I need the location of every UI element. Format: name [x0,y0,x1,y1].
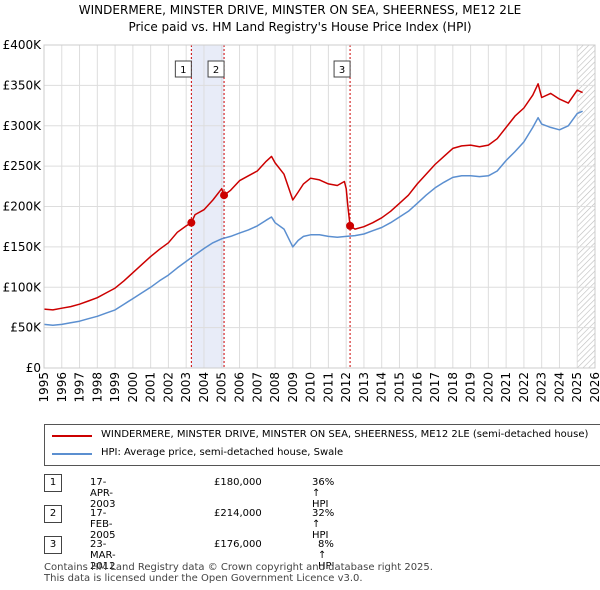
sale-price: £176,000 [214,539,262,550]
sale-price: £214,000 [214,508,262,519]
x-tick-label: 2011 [321,372,335,403]
footer-copyright: Contains HM Land Registry data © Crown c… [44,562,433,573]
x-tick-label: 2016 [410,372,424,403]
x-tick-label: 2000 [126,372,140,403]
x-tick-label: 2017 [428,372,442,403]
sale-hpi-change: 8% ↑ HPI [318,539,335,572]
sale-label-box [174,60,192,78]
legend-label-property: WINDERMERE, MINSTER DRIVE, MINSTER ON SE… [101,429,589,440]
sale-label-number: 2 [213,65,219,76]
y-tick-label: £100K [3,280,43,294]
y-tick-label: £200K [3,200,43,214]
y-tick-label: £300K [3,119,43,133]
x-tick-label: 2020 [481,372,495,403]
y-tick-label: £250K [3,159,43,173]
legend-label-hpi: HPI: Average price, semi-detached house,… [101,447,344,458]
footer-licence: This data is licensed under the Open Gov… [44,573,363,584]
x-tick-label: 2024 [552,372,566,403]
sale-hpi-change: 32% ↑ HPI [312,508,335,541]
sale-date: 17-APR-2003 [90,477,116,510]
sale-label-number: 1 [180,65,186,76]
x-tick-label: 2013 [357,372,371,403]
x-tick-label: 1999 [108,372,122,403]
sale-label-box [333,60,351,78]
legend: WINDERMERE, MINSTER DRIVE, MINSTER ON SE… [44,424,600,466]
x-tick-label: 2007 [250,372,264,403]
sale-price: £180,000 [214,477,262,488]
sale-point [187,218,196,227]
legend-swatch-hpi [52,453,92,455]
x-tick-label: 2002 [161,372,175,403]
x-tick-label: 2019 [464,372,478,403]
y-tick-label: £350K [3,78,43,92]
sale-number-badge: 1 [44,474,62,492]
x-tick-label: 1997 [73,372,87,403]
plot-border [43,44,596,369]
sale-label-box [207,60,225,78]
sale-label-number: 3 [339,65,345,76]
x-tick-label: 2023 [535,372,549,403]
legend-swatch-property [52,435,92,437]
x-tick-label: 2015 [392,372,406,403]
x-tick-label: 2025 [570,372,584,403]
y-tick-label: £150K [3,240,43,254]
y-tick-label: £0 [26,361,41,375]
x-tick-label: 2021 [499,372,513,403]
x-tick-label: 2022 [517,372,531,403]
sale-number-badge: 3 [44,536,62,554]
x-tick-label: 2004 [197,372,211,403]
x-tick-label: 2012 [339,372,353,403]
x-tick-label: 2008 [268,372,282,403]
chart-title: WINDERMERE, MINSTER DRIVE, MINSTER ON SE… [78,3,522,17]
chart-subtitle: Price paid vs. HM Land Registry's House … [128,20,472,34]
sale-date: 23-MAR-2012 [90,539,116,572]
y-tick-label: £400K [3,38,43,52]
x-tick-label: 1996 [55,372,69,403]
hpi-series-line [43,110,583,326]
sale-hpi-change: 36% ↑ HPI [312,477,335,510]
x-tick-label: 2026 [588,372,600,403]
x-tick-label: 2001 [144,372,158,403]
sale-date: 17-FEB-2005 [90,508,116,541]
price-chart: 1 2 3 £0 £50K £100K £150K £200K £250K £300K £350K… [3,38,600,403]
y-tick-label: £50K [10,321,42,335]
x-tick-label: 2005 [215,372,229,403]
x-tick-label: 2006 [233,372,247,403]
sale-point [220,191,229,200]
sale-number-badge: 2 [44,505,62,523]
x-tick-label: 1998 [90,372,104,403]
x-tick-label: 1995 [37,372,51,403]
sale-point [346,221,355,230]
property-series-line [43,83,583,311]
x-tick-label: 2009 [286,372,300,403]
x-tick-label: 2003 [179,372,193,403]
x-tick-label: 2010 [304,372,318,403]
x-tick-label: 2018 [446,372,460,403]
x-tick-label: 2014 [375,372,389,403]
